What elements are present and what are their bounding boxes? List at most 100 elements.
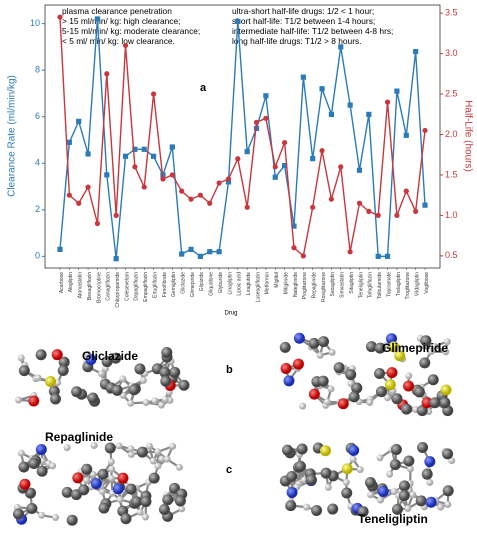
x-tick-label: Pioglitazone (302, 272, 308, 299)
atom (149, 457, 157, 465)
point (375, 253, 381, 259)
atom (386, 470, 394, 478)
atom (341, 463, 353, 475)
atom (18, 461, 30, 473)
point (216, 180, 222, 186)
series-line (59, 18, 426, 259)
x-tick-label: Nateglinide (293, 272, 299, 297)
atom (323, 398, 331, 406)
atom (308, 337, 320, 349)
atom (120, 513, 132, 525)
atom (107, 458, 115, 466)
point (263, 115, 269, 121)
point (76, 200, 82, 206)
point (132, 146, 138, 152)
atom (116, 496, 124, 504)
point (85, 151, 91, 157)
atom (111, 384, 123, 396)
atom (367, 491, 375, 499)
atom (134, 363, 146, 375)
atom (425, 496, 437, 508)
atom (136, 446, 148, 458)
atom (72, 472, 84, 484)
y-axis-label: Clearance Rate (ml/min/kg) (7, 75, 18, 197)
atom (35, 349, 47, 361)
point (422, 127, 428, 134)
point (113, 256, 119, 262)
molecule-label: Repaglinide (45, 430, 113, 444)
x-tick-label: Rosiglitazone (321, 272, 327, 302)
point (394, 88, 400, 94)
x-tick-label: Atorvastatin (78, 272, 84, 299)
annotation: long half-life drugs: T1/2 > 8 hours. (232, 36, 362, 46)
x-axis-label: Drug (224, 311, 237, 317)
atom (389, 459, 401, 471)
atom (61, 486, 73, 498)
atom (136, 508, 144, 516)
atom (160, 375, 172, 387)
atom (34, 374, 42, 382)
atom (444, 500, 452, 508)
point (57, 246, 63, 252)
atom (279, 341, 291, 353)
annotation: > 15 ml/min/ kg: high clearance; (62, 16, 180, 26)
point (300, 74, 306, 80)
atom (119, 375, 127, 383)
atom (15, 396, 23, 404)
atom (108, 465, 116, 473)
point (207, 200, 213, 206)
atom (442, 485, 454, 497)
x-tick-label: Glyburide (218, 272, 224, 294)
atom (49, 462, 57, 470)
point (263, 93, 269, 99)
y-tick-label: 4 (35, 158, 40, 168)
atom (413, 386, 425, 398)
y-tick-label: 0 (35, 251, 40, 261)
atom (365, 341, 377, 353)
x-tick-label: Voglibose (424, 272, 430, 294)
point (57, 14, 63, 20)
atom (162, 494, 174, 506)
atom (115, 442, 123, 450)
point (132, 164, 138, 170)
atom (26, 503, 38, 515)
x-tick-label: Simvastatin (340, 272, 346, 298)
atom (318, 336, 330, 348)
atom (386, 367, 398, 379)
atom (390, 444, 402, 456)
point (356, 200, 363, 206)
atom (66, 514, 78, 526)
molecule-label: Glimepiride (382, 341, 448, 355)
annotation: plasma clearance penetration (62, 6, 172, 16)
y2-axis-label: Half-Life (hours) (462, 100, 473, 172)
atom (305, 474, 317, 486)
atom (391, 503, 403, 515)
atom (87, 392, 99, 404)
atom (35, 443, 47, 455)
atom (142, 513, 150, 521)
point (272, 164, 278, 170)
atom (283, 375, 295, 387)
atom (296, 443, 308, 455)
x-tick-label: Dapagliflozin (134, 272, 140, 301)
atom (374, 342, 386, 354)
atom (58, 356, 70, 368)
atom (405, 372, 413, 380)
point (188, 196, 194, 202)
point (394, 212, 400, 218)
atom (327, 385, 335, 393)
atom (175, 463, 183, 471)
atom (404, 504, 412, 512)
atom (388, 341, 400, 353)
atom (52, 514, 60, 522)
atom (142, 399, 150, 407)
atom (285, 500, 297, 512)
atom (163, 455, 171, 463)
point (328, 111, 335, 117)
atom (439, 397, 451, 409)
atom (151, 397, 159, 405)
x-tick-label: Gliclazide (180, 272, 186, 294)
atom (357, 506, 369, 518)
atom (427, 348, 435, 356)
point (403, 132, 409, 138)
